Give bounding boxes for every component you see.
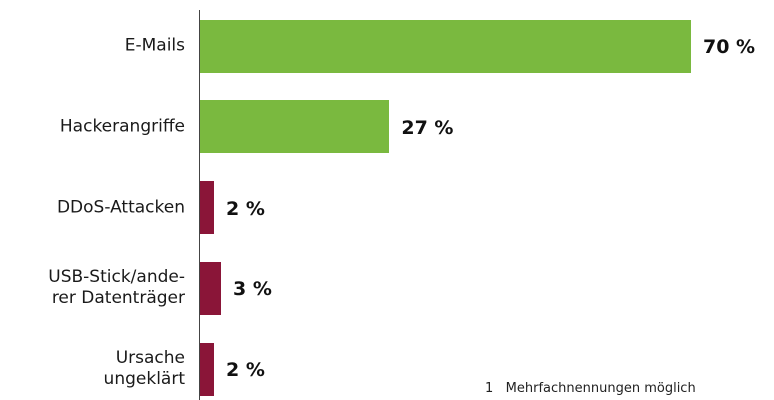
value-label: 3 % <box>233 278 272 301</box>
value-label: 2 % <box>226 197 265 220</box>
category-label: DDoS-Attacken <box>56 197 185 218</box>
footnote: 1 Mehrfachnennungen möglich <box>485 381 696 396</box>
bar <box>200 100 390 154</box>
bar <box>200 19 691 73</box>
bar <box>200 342 215 396</box>
value-label: 27 % <box>401 116 454 139</box>
category-label: Ursache ungeklärt <box>103 348 185 390</box>
category-label: Hackerangriffe <box>59 116 185 137</box>
value-label: 70 % <box>703 36 756 58</box>
bar <box>200 181 215 235</box>
axis-line <box>199 10 200 400</box>
category-label: USB-Stick/ande- rer Datenträger <box>48 267 185 309</box>
category-label: E-Mails <box>124 35 185 56</box>
value-label: 2 % <box>226 359 265 382</box>
bar <box>200 261 222 315</box>
